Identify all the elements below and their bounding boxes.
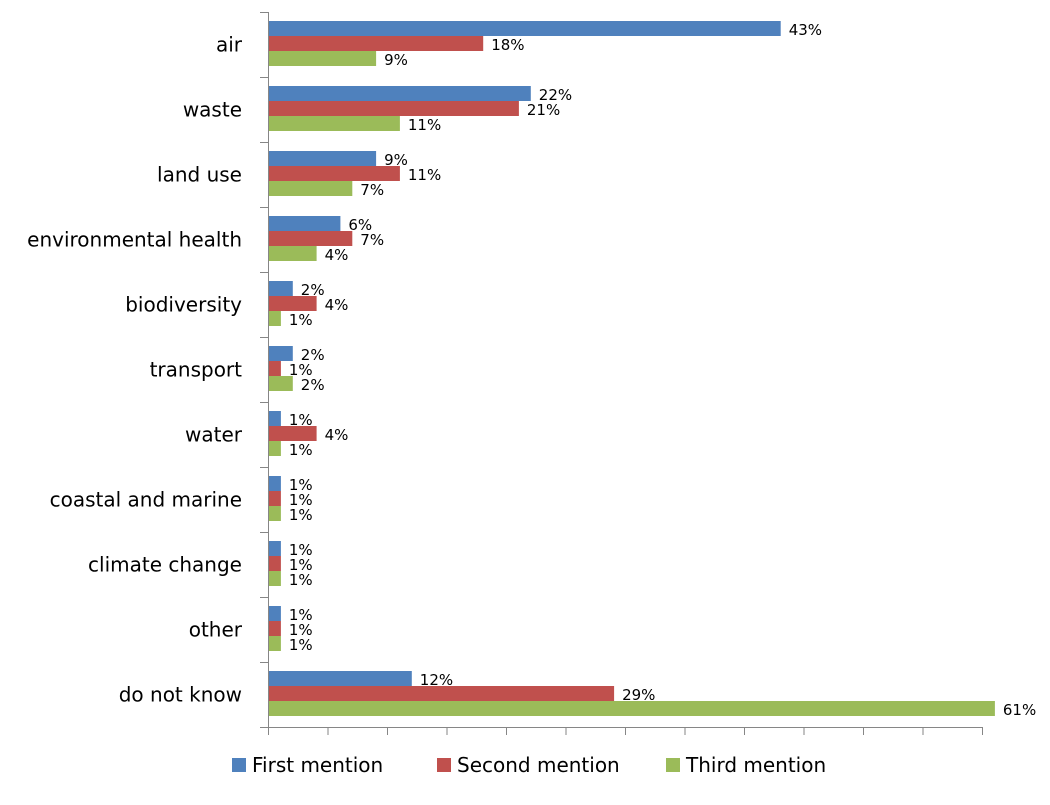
data-label: 1% (289, 361, 313, 379)
data-label: 2% (301, 281, 325, 299)
bar (269, 166, 400, 181)
data-label: 7% (360, 181, 384, 199)
data-label: 11% (408, 166, 441, 184)
bar (269, 441, 281, 456)
data-label: 1% (289, 311, 313, 329)
data-label: 43% (789, 21, 822, 39)
data-label: 4% (325, 426, 349, 444)
bar (269, 51, 377, 66)
bar (269, 376, 293, 391)
data-label: 1% (289, 636, 313, 654)
bar (269, 246, 317, 261)
data-label: 1% (289, 571, 313, 589)
data-label: 1% (289, 606, 313, 624)
axis-layer (260, 12, 983, 735)
data-label: 7% (360, 231, 384, 249)
data-label: 9% (384, 151, 408, 169)
legend-item: Third mention (666, 753, 826, 777)
bar (269, 701, 995, 716)
data-label: 2% (301, 376, 325, 394)
data-label: 1% (289, 621, 313, 639)
bar (269, 621, 281, 636)
data-label: 1% (289, 476, 313, 494)
category-label: waste (183, 98, 242, 122)
category-label: transport (150, 358, 243, 382)
bar (269, 426, 317, 441)
legend-label: Third mention (685, 753, 826, 777)
legend: First mention Second mention Third mention (232, 753, 826, 777)
bar (269, 181, 353, 196)
bar (269, 361, 281, 376)
category-label: climate change (88, 553, 242, 577)
bar (269, 636, 281, 651)
legend-label: Second mention (457, 753, 620, 777)
category-label: air (216, 33, 243, 57)
data-label: 21% (527, 101, 560, 119)
category-label: biodiversity (125, 293, 242, 317)
bar (269, 606, 281, 621)
bar (269, 36, 484, 51)
category-label: land use (157, 163, 242, 187)
data-label: 11% (408, 116, 441, 134)
bar (269, 296, 317, 311)
data-label: 1% (289, 506, 313, 524)
bar (269, 281, 293, 296)
bar (269, 571, 281, 586)
bar (269, 21, 781, 36)
category-label: environmental health (27, 228, 242, 252)
category-label: do not know (119, 683, 242, 707)
data-label: 1% (289, 441, 313, 459)
legend-swatch (437, 758, 451, 772)
bar (269, 86, 531, 101)
category-label: coastal and marine (50, 488, 242, 512)
bars-layer (269, 21, 995, 716)
legend-swatch (232, 758, 246, 772)
bar (269, 476, 281, 491)
data-label: 4% (325, 246, 349, 264)
bar (269, 541, 281, 556)
bar (269, 556, 281, 571)
data-label: 4% (325, 296, 349, 314)
bar (269, 346, 293, 361)
bar (269, 411, 281, 426)
bar (269, 151, 377, 166)
bar (269, 216, 341, 231)
bar (269, 686, 615, 701)
bar (269, 671, 412, 686)
bar (269, 506, 281, 521)
category-label: water (185, 423, 243, 447)
category-label: other (189, 618, 243, 642)
data-label: 9% (384, 51, 408, 69)
data-label: 1% (289, 556, 313, 574)
bar (269, 491, 281, 506)
bar (269, 311, 281, 326)
data-label: 18% (491, 36, 524, 54)
bar (269, 116, 400, 131)
bar (269, 101, 519, 116)
data-label: 6% (348, 216, 372, 234)
legend-label: First mention (252, 753, 383, 777)
legend-item: First mention (232, 753, 383, 777)
data-label: 1% (289, 541, 313, 559)
data-label: 12% (420, 671, 453, 689)
data-label: 29% (622, 686, 655, 704)
bar (269, 231, 353, 246)
data-label: 2% (301, 346, 325, 364)
data-label: 61% (1003, 701, 1036, 719)
data-label: 1% (289, 491, 313, 509)
legend-item: Second mention (437, 753, 620, 777)
legend-swatch (666, 758, 680, 772)
data-label: 22% (539, 86, 572, 104)
data-label: 1% (289, 411, 313, 429)
